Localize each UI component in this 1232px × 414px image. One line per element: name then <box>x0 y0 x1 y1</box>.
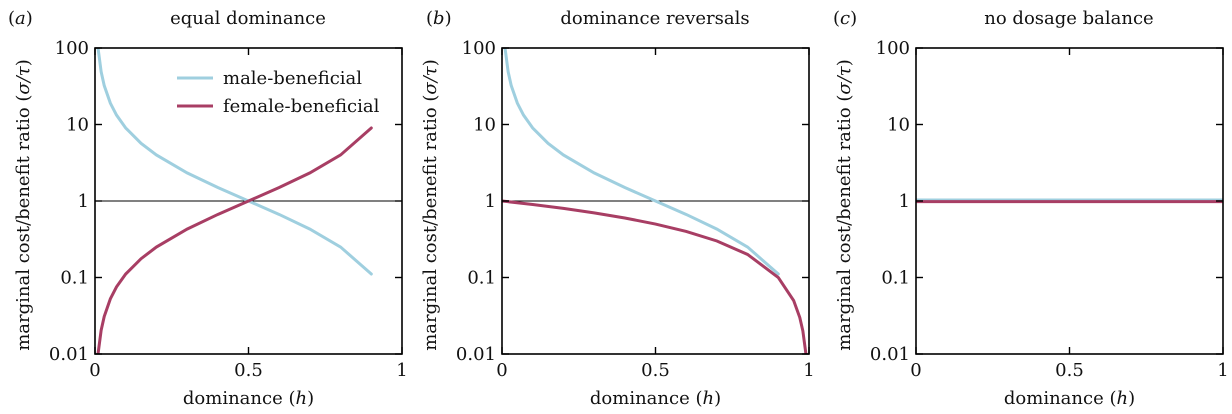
series-line-male-beneficial <box>503 48 780 276</box>
y-tick-label: 0.1 <box>467 268 496 289</box>
y-tick-label: 100 <box>876 38 910 59</box>
x-tick-label: 0.5 <box>641 360 670 381</box>
legend-label: male-beneficial <box>223 68 362 89</box>
y-tick-label: 10 <box>66 115 89 136</box>
chart-panel-b: (b) dominance reversals 0.01 0.1 1 10 100 0 0.5 1… <box>420 8 815 409</box>
x-tick-label: 1 <box>396 360 407 381</box>
x-tick-label: 1 <box>1217 360 1228 381</box>
y-tick-label: 10 <box>473 115 496 136</box>
y-tick-label: 100 <box>462 38 496 59</box>
x-tick-label: 0.5 <box>234 360 263 381</box>
y-axis-label: marginal cost/benefit ratio (σ/τ) <box>834 59 855 351</box>
series-line-female-beneficial <box>502 199 808 354</box>
chart-title: equal dominance <box>170 8 326 29</box>
x-axis-label: dominance (h) <box>1004 388 1135 409</box>
y-tick-label: 0.01 <box>456 344 496 365</box>
y-axis-label: marginal cost/benefit ratio (σ/τ) <box>420 59 441 351</box>
x-tick-label: 0 <box>89 360 100 381</box>
y-tick-label: 0.1 <box>60 268 89 289</box>
y-tick-label: 1 <box>899 191 910 212</box>
x-tick-label: 0 <box>910 360 921 381</box>
chart-panel-a: (a) equal dominance 0.01 0.1 1 10 100 0 0.5 1 domi… <box>8 8 408 409</box>
panel-letter: (c) <box>833 8 857 29</box>
x-tick-label: 0.5 <box>1055 360 1084 381</box>
y-tick-label: 10 <box>887 115 910 136</box>
x-axis-label: dominance (h) <box>183 388 314 409</box>
y-tick-label: 0.1 <box>881 268 910 289</box>
series-line-female-beneficial <box>96 126 373 354</box>
y-tick-label: 0.01 <box>870 344 910 365</box>
panel-letter: (b) <box>426 8 452 29</box>
chart-panel-c: (c) no dosage balance 0.01 0.1 1 10 100 0 0.5 1 do… <box>833 8 1229 409</box>
series-line-male-beneficial <box>96 48 373 276</box>
y-tick-label: 1 <box>485 191 496 212</box>
x-tick-label: 1 <box>803 360 814 381</box>
chart-title: dominance reversals <box>560 8 749 29</box>
panel-letter: (a) <box>8 8 33 29</box>
y-tick-label: 100 <box>55 38 89 59</box>
x-axis-label: dominance (h) <box>590 388 721 409</box>
chart-title: no dosage balance <box>984 8 1153 29</box>
y-tick-label: 1 <box>78 191 89 212</box>
legend-label: female-beneficial <box>223 96 380 117</box>
legend: male-beneficial female-beneficial <box>177 68 380 117</box>
y-axis-label: marginal cost/benefit ratio (σ/τ) <box>13 59 34 351</box>
y-tick-label: 0.01 <box>49 344 89 365</box>
x-tick-label: 0 <box>496 360 507 381</box>
